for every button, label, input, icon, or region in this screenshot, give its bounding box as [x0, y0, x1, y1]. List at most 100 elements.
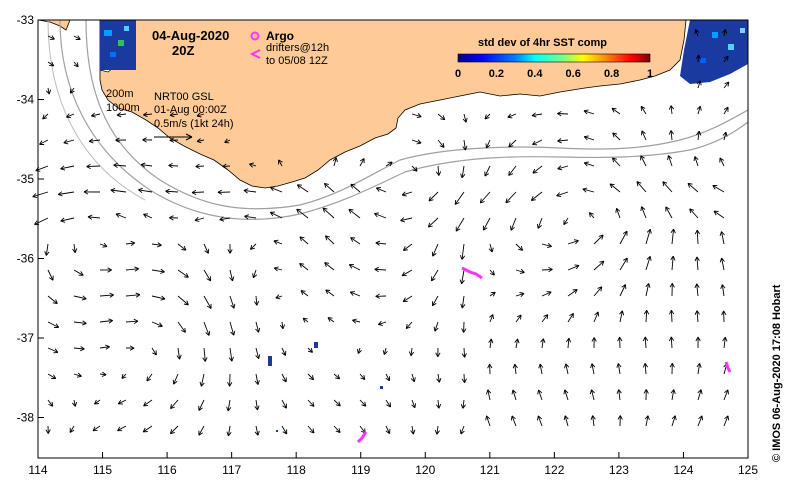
- current-arrow: [327, 317, 335, 323]
- current-arrow: [463, 139, 466, 151]
- current-arrow: [410, 347, 413, 356]
- current-arrow: [515, 314, 522, 323]
- current-arrow: [564, 389, 569, 401]
- current-arrowhead: [401, 191, 407, 197]
- current-arrowhead: [75, 35, 81, 40]
- current-arrow: [670, 130, 673, 141]
- current-arrowhead: [385, 376, 391, 382]
- current-arrowhead: [52, 299, 58, 305]
- current-arrow: [532, 139, 543, 146]
- contour-outer: [47, 19, 146, 201]
- current-arrow: [73, 373, 82, 377]
- current-arrow: [645, 310, 648, 323]
- current-arrowhead: [599, 260, 605, 266]
- current-arrowhead: [219, 216, 225, 222]
- current-arrow: [696, 230, 699, 245]
- current-arrowhead: [73, 62, 79, 68]
- current-arrowhead: [279, 324, 286, 330]
- current-arrowhead: [377, 320, 383, 326]
- current-arrow: [203, 243, 209, 254]
- drifter-track: [356, 431, 368, 444]
- current-arrow: [89, 139, 101, 142]
- current-arrowhead: [636, 181, 642, 187]
- current-arrowhead: [459, 279, 465, 285]
- current-arrowhead: [459, 255, 466, 260]
- current-arrowhead: [719, 231, 725, 237]
- current-arrowhead: [435, 171, 442, 176]
- current-arrowhead: [722, 131, 728, 137]
- current-arrow: [723, 131, 727, 141]
- current-arrowhead: [82, 320, 87, 326]
- current-arrowhead: [455, 226, 461, 232]
- product-label: NRT00 GSL: [154, 91, 214, 103]
- current-arrowhead: [92, 426, 98, 432]
- current-arrow: [125, 242, 135, 245]
- x-axis: 114 115 116 117 118 119 120 121 122 123 124 125: [28, 452, 758, 477]
- current-arrowhead: [249, 244, 255, 250]
- y-tick-label: -36: [17, 252, 35, 266]
- current-arrowhead: [461, 378, 467, 384]
- current-arrow: [437, 165, 440, 176]
- current-arrowhead: [667, 155, 673, 161]
- current-arrowhead: [254, 430, 260, 436]
- current-arrow: [60, 165, 75, 170]
- current-arrow: [255, 373, 259, 385]
- current-arrowhead: [168, 162, 173, 169]
- current-arrow: [411, 113, 422, 118]
- current-arrowhead: [71, 401, 78, 407]
- current-arrowhead: [402, 297, 408, 303]
- current-arrowhead: [275, 294, 281, 300]
- current-arrowhead: [273, 266, 279, 272]
- current-arrow: [73, 35, 81, 40]
- current-arrow: [489, 314, 494, 323]
- current-arrowhead: [169, 137, 175, 143]
- current-arrowhead: [152, 350, 157, 356]
- current-arrow: [515, 243, 523, 251]
- current-arrowhead: [460, 173, 466, 179]
- current-arrowhead: [108, 318, 113, 324]
- current-arrow: [224, 139, 231, 143]
- current-arrowhead: [589, 389, 595, 395]
- current-arrowhead: [644, 415, 650, 421]
- sst-specks: [268, 342, 383, 432]
- current-arrow: [460, 425, 465, 435]
- current-arrowhead: [78, 271, 84, 276]
- current-arrowhead: [282, 429, 288, 435]
- current-arrowhead: [130, 240, 136, 246]
- current-arrowhead: [662, 181, 668, 187]
- current-arrowhead: [428, 196, 434, 202]
- current-arrow: [165, 190, 179, 193]
- current-arrowhead: [411, 403, 417, 409]
- current-arrow: [411, 373, 415, 382]
- current-arrowhead: [72, 248, 78, 253]
- current-arrow: [151, 321, 163, 327]
- current-arrow: [671, 228, 675, 245]
- current-arrow: [146, 373, 153, 382]
- current-arrowhead: [519, 268, 525, 274]
- current-arrowhead: [196, 138, 202, 144]
- current-arrow: [612, 157, 621, 167]
- current-arrowhead: [416, 139, 422, 145]
- current-arrowhead: [548, 266, 553, 273]
- current-arrow: [723, 29, 726, 37]
- current-arrowhead: [643, 309, 650, 315]
- current-arrowhead: [486, 389, 492, 395]
- current-arrow: [514, 364, 517, 375]
- current-arrowhead: [519, 292, 525, 298]
- current-arrowhead: [249, 162, 254, 168]
- current-arrowhead: [616, 363, 622, 368]
- scale-label: 0.5m/s (1kt 24h): [154, 118, 233, 130]
- current-arrow: [723, 106, 729, 115]
- current-arrowhead: [722, 336, 728, 342]
- x-tick-label: 116: [158, 463, 177, 477]
- current-arrow: [696, 256, 699, 271]
- current-arrowhead: [435, 352, 441, 358]
- colorbar-tick-label: 0: [455, 68, 461, 80]
- current-arrowhead: [665, 206, 670, 212]
- current-arrow: [243, 189, 257, 193]
- current-arrowhead: [694, 29, 700, 35]
- x-tick-label: 119: [351, 463, 370, 477]
- current-arrow: [487, 389, 491, 401]
- x-tick-label: 114: [28, 463, 47, 477]
- current-arrowhead: [713, 210, 719, 216]
